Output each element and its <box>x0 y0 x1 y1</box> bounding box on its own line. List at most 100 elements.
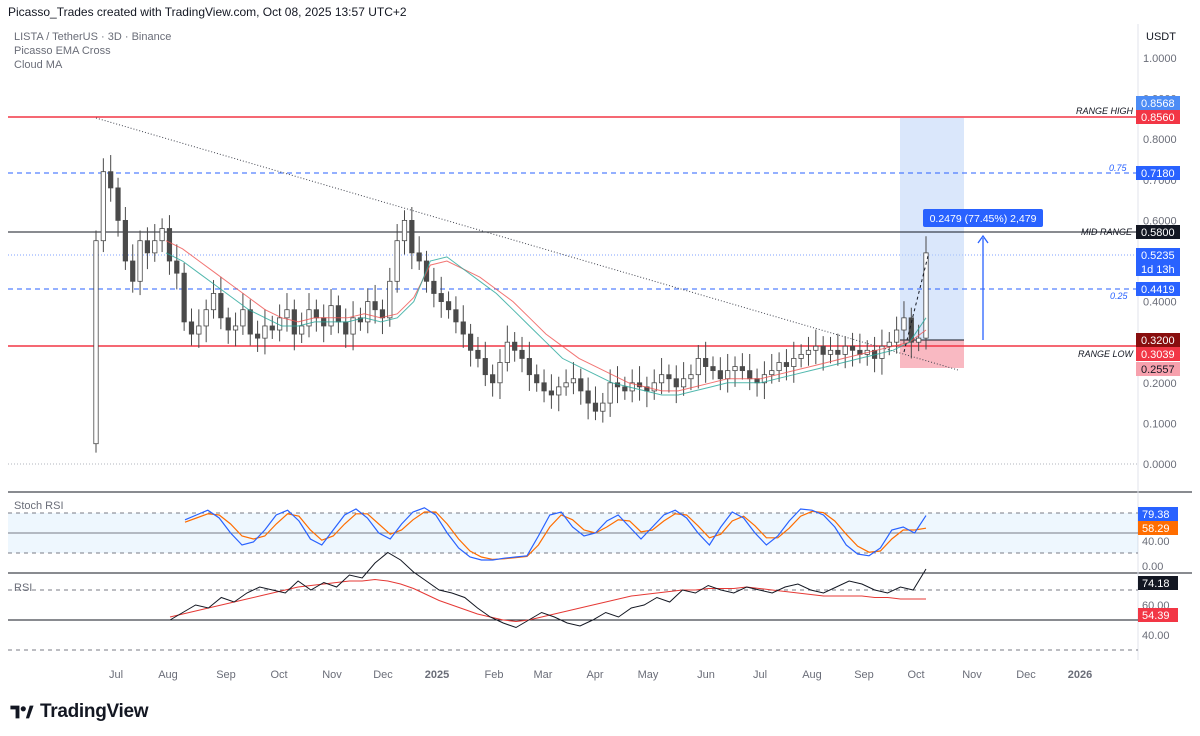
candle-up <box>607 382 613 404</box>
tradingview-chart[interactable]: LISTA / TetherUS · 3D · Binance Picasso … <box>0 0 1200 700</box>
price-tag <box>1136 347 1180 361</box>
price-tick-label: 0.4000 <box>1143 297 1177 309</box>
stoch-k-line[interactable] <box>184 507 927 561</box>
rsi-line[interactable] <box>169 551 927 629</box>
price-tag <box>1136 282 1180 296</box>
price-tag-text: 0.5800 <box>1141 227 1175 239</box>
candle-down <box>512 341 518 351</box>
candle-up <box>886 341 892 347</box>
candle-down <box>717 370 723 380</box>
candle-down <box>108 171 114 189</box>
currency-button[interactable]: USDT <box>1146 31 1176 43</box>
measure-label-box[interactable] <box>923 209 1043 227</box>
candle-down <box>291 309 297 335</box>
indicator-legend-2[interactable]: Cloud MA <box>14 59 63 71</box>
rsi-title[interactable]: RSI <box>14 582 32 594</box>
time-tick-label: Sep <box>216 669 236 681</box>
candle-down <box>122 219 128 262</box>
candle-down <box>673 378 679 388</box>
range-high-label: RANGE HIGH <box>1076 106 1134 116</box>
candle-down <box>820 345 826 355</box>
price-tag-text: 1d 13h <box>1141 264 1175 276</box>
range-low-label: RANGE LOW <box>1078 349 1135 359</box>
time-tick-label: Dec <box>373 669 393 681</box>
candle-up <box>827 349 834 355</box>
measure-label: 0.2479 (77.45%) 2,479 <box>930 213 1037 225</box>
candle-down <box>592 402 599 412</box>
price-tick-label: 1.0000 <box>1143 53 1177 65</box>
price-tag-text: 0.3039 <box>1141 349 1175 361</box>
price-tick-label: 0.6000 <box>1143 215 1177 227</box>
long-position-stop-zone[interactable] <box>900 340 964 368</box>
time-tick-label: Nov <box>962 669 982 681</box>
candle-down <box>585 390 591 404</box>
candle-down <box>835 349 841 355</box>
candle-down <box>783 362 790 367</box>
candle-down <box>181 272 187 323</box>
tradingview-logo[interactable]: TradingView <box>10 700 149 724</box>
candle-down <box>372 301 378 311</box>
time-tick-label: May <box>638 669 659 681</box>
candle-up <box>365 301 371 323</box>
candle-up <box>813 345 819 351</box>
candle-down <box>739 366 745 372</box>
candle-up <box>93 240 99 445</box>
symbol-legend[interactable]: LISTA / TetherUS · 3D · Binance <box>14 31 171 43</box>
price-tick-label: 0.8000 <box>1143 134 1177 146</box>
stoch-axis-0: 0.00 <box>1142 561 1163 573</box>
candle-up <box>284 309 290 319</box>
time-tick-label: Mar <box>534 669 553 681</box>
stoch-d-value: 58.29 <box>1142 523 1170 535</box>
stoch-d-tag <box>1138 521 1178 535</box>
candle-down <box>218 293 224 319</box>
candle-up <box>196 325 202 335</box>
candlestick-series[interactable] <box>93 155 929 453</box>
candle-down <box>622 386 628 392</box>
candle-up <box>769 370 775 376</box>
stoch-axis-40: 40.00 <box>1142 536 1170 548</box>
time-tick-label: Jul <box>753 669 767 681</box>
candle-up <box>776 362 782 372</box>
time-tick-label: Aug <box>158 669 178 681</box>
candle-up <box>556 386 562 396</box>
candle-up <box>100 171 106 242</box>
time-tick-label: Apr <box>586 669 603 681</box>
rsi-ma-line[interactable] <box>169 578 926 623</box>
candle-up <box>401 219 408 242</box>
stoch-title[interactable]: Stoch RSI <box>14 500 64 512</box>
ema-slow-line[interactable] <box>165 240 927 392</box>
price-tick-label: 0.2000 <box>1143 378 1177 390</box>
candle-down <box>747 370 753 380</box>
candle-up <box>894 329 900 343</box>
candle-down <box>519 349 525 359</box>
measure-arrowhead <box>977 234 989 244</box>
ema-fast-line[interactable] <box>165 252 927 396</box>
candle-up <box>262 325 268 339</box>
time-tick-label: 2025 <box>425 669 449 681</box>
rsi-value-tag <box>1138 576 1178 590</box>
candle-down <box>144 240 151 254</box>
candle-down <box>482 358 488 376</box>
candle-up <box>394 240 400 282</box>
price-tick-label: 0.1000 <box>1143 418 1177 430</box>
candle-up <box>732 366 738 372</box>
candle-down <box>247 309 253 335</box>
chart-attribution-bar: Picasso_Trades created with TradingView.… <box>0 0 1200 24</box>
time-axis[interactable]: Jul Aug Sep Oct Nov Dec 2025 Feb Mar Apr May Jun Jul… <box>109 669 1092 681</box>
candle-down <box>548 390 554 396</box>
long-position-target-zone[interactable] <box>900 118 964 340</box>
price-tag-text: 0.7180 <box>1141 168 1175 180</box>
candle-down <box>849 345 856 351</box>
price-tag-text: 0.8568 <box>1141 98 1175 110</box>
price-tag <box>1136 333 1180 347</box>
candle-up <box>695 358 701 376</box>
price-tag <box>1136 225 1180 239</box>
stoch-d-line[interactable] <box>184 510 927 561</box>
price-tag <box>1136 166 1180 180</box>
candle-down <box>174 260 180 274</box>
candle-down <box>453 309 459 323</box>
price-tag-text: 0.3200 <box>1141 335 1175 347</box>
price-tag <box>1136 96 1180 110</box>
candle-down <box>335 305 341 323</box>
indicator-legend-1[interactable]: Picasso EMA Cross <box>14 45 111 57</box>
